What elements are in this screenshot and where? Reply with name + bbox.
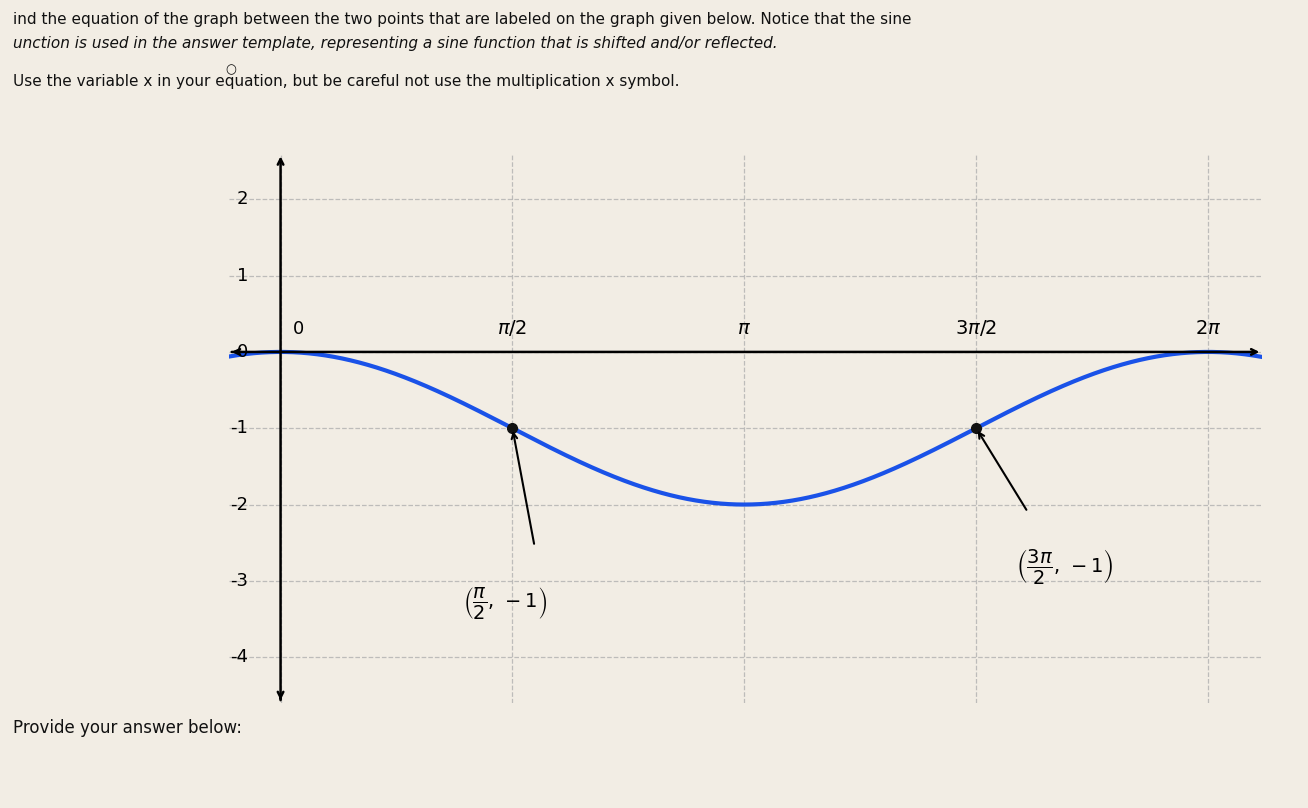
Text: $\left(\dfrac{\pi}{2},\,-1\right)$: $\left(\dfrac{\pi}{2},\,-1\right)$ [463,585,547,621]
Text: 0: 0 [237,343,249,361]
Text: unction is used in the answer template, representing a sine function that is shi: unction is used in the answer template, … [13,36,778,52]
Text: $\pi/2$: $\pi/2$ [497,318,527,339]
Text: $2\pi$: $2\pi$ [1196,319,1222,339]
Text: -3: -3 [230,572,249,590]
Text: 2: 2 [237,191,249,208]
Text: ○: ○ [225,63,235,76]
Text: $\pi$: $\pi$ [738,319,751,339]
Text: 0: 0 [293,320,303,339]
Text: -2: -2 [230,495,249,514]
Text: -1: -1 [230,419,249,437]
Text: Use the variable x in your equation, but be careful not use the multiplication x: Use the variable x in your equation, but… [13,74,680,90]
Text: $\left(\dfrac{3\pi}{2},\,-1\right)$: $\left(\dfrac{3\pi}{2},\,-1\right)$ [1016,546,1113,586]
Text: -4: -4 [230,648,249,666]
Text: 1: 1 [237,267,249,284]
Text: Provide your answer below:: Provide your answer below: [13,719,242,737]
Text: ind the equation of the graph between the two points that are labeled on the gra: ind the equation of the graph between th… [13,12,912,27]
Text: $3\pi/2$: $3\pi/2$ [955,318,998,339]
